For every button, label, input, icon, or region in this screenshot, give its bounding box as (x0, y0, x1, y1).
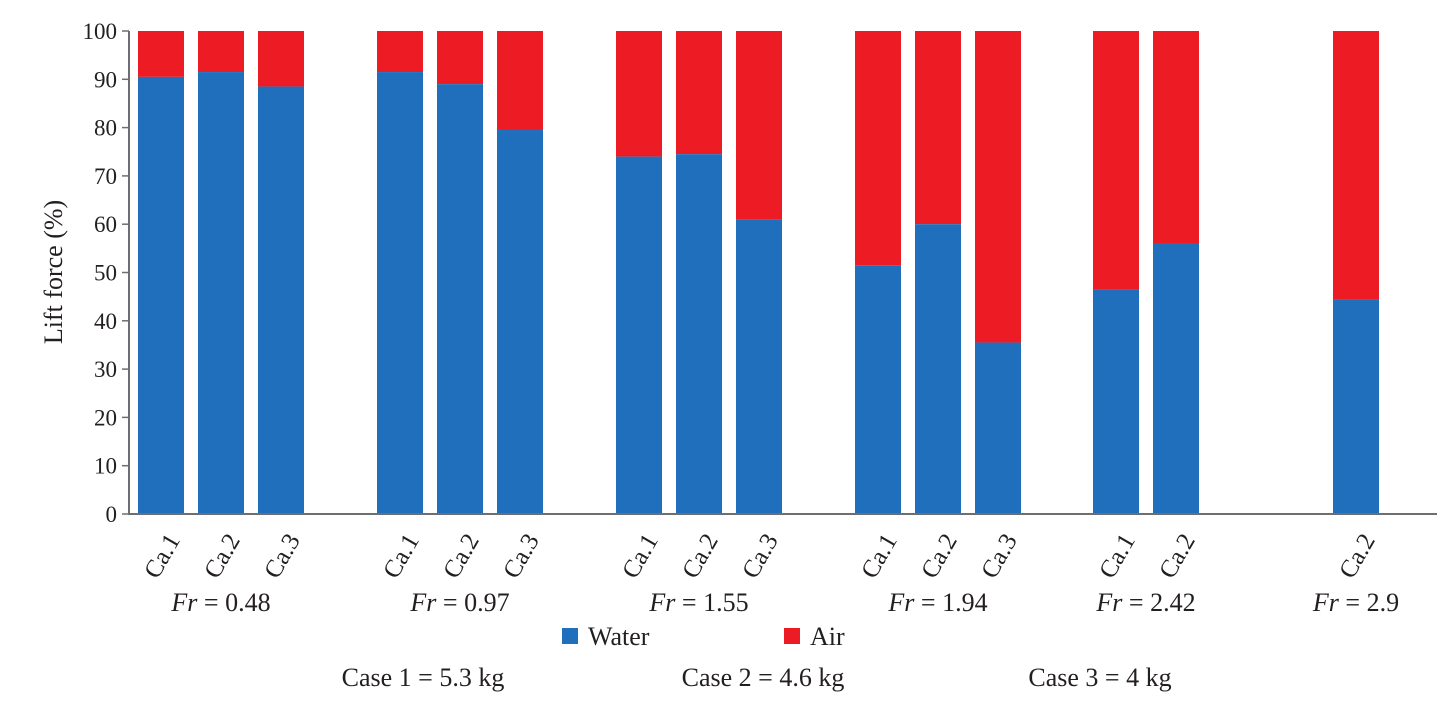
bar-water (616, 156, 662, 514)
bar-water (437, 84, 483, 514)
group-label: Fr = 1.55 (648, 588, 748, 617)
case-note-2: Case 2 = 4.6 kg (682, 663, 845, 692)
bar-water (855, 265, 901, 514)
y-tick-label: 90 (94, 67, 117, 92)
category-label: Ca.2 (438, 529, 485, 583)
y-ticks: 0 10 20 30 40 50 60 70 80 90 100 (83, 19, 129, 527)
bar-water (676, 154, 722, 515)
bar-air (377, 31, 423, 73)
y-tick-label: 40 (94, 309, 117, 334)
bar-air (855, 31, 901, 266)
bar-water (1333, 299, 1379, 514)
category-label: Ca.3 (259, 529, 306, 583)
group-label: Fr = 1.94 (887, 588, 987, 617)
bar-water (736, 219, 782, 514)
group-label: Fr = 2.42 (1095, 588, 1195, 617)
category-label: Ca.2 (677, 529, 724, 583)
legend-label-air: Air (810, 622, 845, 651)
group-label-value: = 1.94 (914, 588, 987, 617)
bar-air (258, 31, 304, 87)
y-axis-label: Lift force (%) (39, 200, 68, 344)
group-label-value: = 2.9 (1339, 588, 1399, 617)
category-label: Ca.2 (916, 529, 963, 583)
y-tick-label: 100 (83, 19, 118, 44)
category-label: Ca.1 (856, 529, 903, 583)
group-label: Fr = 0.97 (409, 588, 509, 617)
bar-air (497, 31, 543, 131)
category-label: Ca.3 (976, 529, 1023, 583)
bar-air (616, 31, 662, 157)
bar-water (377, 72, 423, 515)
axes-layer (128, 31, 1437, 515)
category-label: Ca.1 (617, 529, 664, 583)
y-tick-label: 60 (94, 212, 117, 237)
y-tick-label: 10 (94, 454, 117, 479)
category-label: Ca.3 (498, 529, 545, 583)
group-label-prefix: Fr (887, 588, 915, 617)
y-tick-label: 50 (94, 261, 117, 286)
bar-air (198, 31, 244, 73)
group-label-value: = 0.48 (197, 588, 270, 617)
bar-water (198, 72, 244, 515)
bar-air (437, 31, 483, 85)
bar-water (1153, 243, 1199, 514)
y-tick-label: 80 (94, 116, 117, 141)
group-label-prefix: Fr (648, 588, 676, 617)
category-labels: Ca.1 Ca.2 Ca.3 Ca.1 Ca.2 Ca.3 Ca.1 Ca.2 Ca.3 Ca.1… (139, 529, 1381, 583)
bar-water (1093, 289, 1139, 514)
bar-air (1153, 31, 1199, 244)
group-labels: Fr = 0.48 Fr = 0.97 Fr = 1.55 Fr = 1.94 Fr =… (170, 588, 1399, 617)
group-label-value: = 0.97 (436, 588, 509, 617)
category-label: Ca.1 (139, 529, 186, 583)
group-label-prefix: Fr (1312, 588, 1340, 617)
bar-air (736, 31, 782, 220)
y-tick-label: 30 (94, 357, 117, 382)
legend-swatch-air (784, 628, 800, 644)
y-tick-label: 0 (106, 502, 118, 527)
category-label: Ca.1 (1094, 529, 1141, 583)
y-tick-label: 70 (94, 164, 117, 189)
y-tick-label: 20 (94, 405, 117, 430)
legend: Water Air (562, 622, 845, 651)
bar-air (1333, 31, 1379, 300)
case-notes: Case 1 = 5.3 kg Case 2 = 4.6 kg Case 3 =… (342, 663, 1172, 692)
bar-air (138, 31, 184, 77)
group-label: Fr = 2.9 (1312, 588, 1399, 617)
legend-swatch-water (562, 628, 578, 644)
bar-water (497, 130, 543, 514)
bar-air (975, 31, 1021, 343)
category-label: Ca.2 (1154, 529, 1201, 583)
bar-water (258, 86, 304, 515)
group-label-prefix: Fr (170, 588, 198, 617)
category-label: Ca.2 (199, 529, 246, 583)
group-label-prefix: Fr (409, 588, 437, 617)
bars-layer (138, 31, 1379, 515)
bar-air (915, 31, 961, 225)
case-note-1: Case 1 = 5.3 kg (342, 663, 505, 692)
category-label: Ca.2 (1334, 529, 1381, 583)
category-label: Ca.1 (378, 529, 425, 583)
bar-air (676, 31, 722, 155)
group-label-value: = 1.55 (675, 588, 748, 617)
bar-air (1093, 31, 1139, 290)
category-label: Ca.3 (737, 529, 784, 583)
legend-label-water: Water (588, 622, 650, 651)
group-label: Fr = 0.48 (170, 588, 270, 617)
bar-water (138, 76, 184, 514)
group-label-prefix: Fr (1095, 588, 1123, 617)
bar-water (975, 342, 1021, 514)
case-note-3: Case 3 = 4 kg (1028, 663, 1171, 692)
group-label-value: = 2.42 (1122, 588, 1195, 617)
bar-water (915, 224, 961, 514)
